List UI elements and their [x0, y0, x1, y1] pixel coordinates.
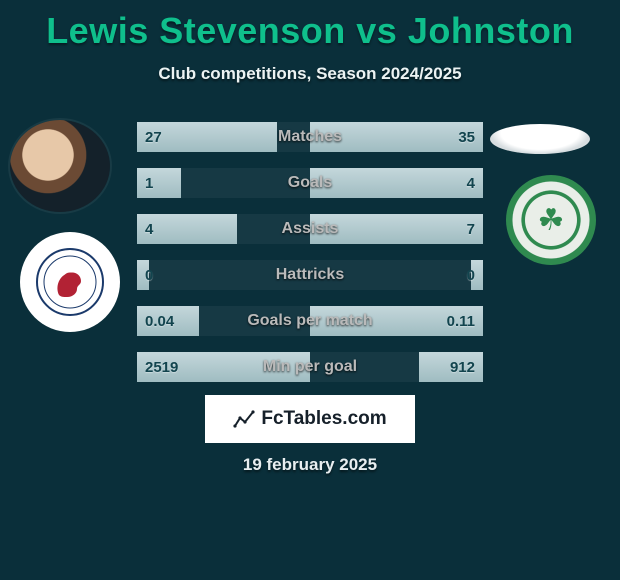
- stat-value-left: 0: [145, 260, 153, 290]
- player-right-photo: [490, 124, 590, 154]
- stat-row: Assists4 7: [137, 214, 483, 244]
- stat-row: Min per goal2519 912: [137, 352, 483, 382]
- club-left-logo: [20, 232, 120, 332]
- chart-icon: [233, 408, 255, 430]
- stat-label: Hattricks: [137, 260, 483, 290]
- stat-value-right: 35: [458, 122, 475, 152]
- stat-value-left: 0.04: [145, 306, 174, 336]
- stat-label: Min per goal: [137, 352, 483, 382]
- brand-box: FcTables.com: [205, 395, 415, 443]
- date-text: 19 february 2025: [0, 455, 620, 475]
- brand-text: FcTables.com: [261, 408, 386, 430]
- stat-value-left: 2519: [145, 352, 178, 382]
- lion-crest-icon: [35, 247, 105, 317]
- stat-value-right: 912: [450, 352, 475, 382]
- stat-value-left: 4: [145, 214, 153, 244]
- stat-label: Goals per match: [137, 306, 483, 336]
- stat-value-left: 1: [145, 168, 153, 198]
- stat-value-right: 0: [467, 260, 475, 290]
- player-left-photo: [10, 120, 110, 212]
- stat-label: Matches: [137, 122, 483, 152]
- stat-row: Hattricks0 0: [137, 260, 483, 290]
- stat-value-left: 27: [145, 122, 162, 152]
- stat-row: Goals1 4: [137, 168, 483, 198]
- subtitle: Club competitions, Season 2024/2025: [0, 64, 620, 84]
- page-title: Lewis Stevenson vs Johnston: [0, 0, 620, 52]
- stat-value-right: 0.11: [447, 306, 475, 336]
- stat-value-right: 4: [467, 168, 475, 198]
- stat-value-right: 7: [467, 214, 475, 244]
- stats-container: Matches2735Goals14Assists47Hattricks00Go…: [137, 122, 483, 398]
- club-right-logo: ☘: [506, 175, 596, 265]
- stat-row: Matches27 35: [137, 122, 483, 152]
- stat-label: Goals: [137, 168, 483, 198]
- clover-icon: ☘: [525, 194, 577, 246]
- stat-row: Goals per match0.04 0.11: [137, 306, 483, 336]
- stat-label: Assists: [137, 214, 483, 244]
